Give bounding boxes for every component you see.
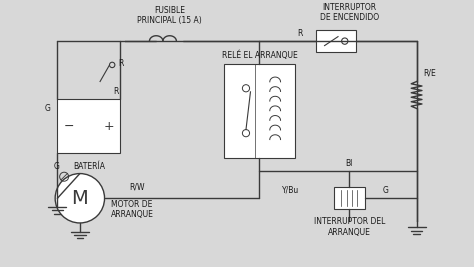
Text: INTERRUPTOR DEL
ARRANQUE: INTERRUPTOR DEL ARRANQUE	[314, 217, 385, 237]
Text: G: G	[54, 162, 60, 171]
Text: +: +	[104, 120, 114, 133]
Text: FUSIBLE
PRINCIPAL (15 A): FUSIBLE PRINCIPAL (15 A)	[137, 6, 202, 25]
Text: −: −	[64, 120, 74, 133]
Circle shape	[55, 174, 105, 223]
Text: R/E: R/E	[423, 68, 436, 77]
Bar	[224, 64, 295, 158]
Bar	[57, 100, 120, 153]
Text: M: M	[72, 189, 88, 208]
Text: Y/Bu: Y/Bu	[282, 186, 300, 195]
Bar	[334, 187, 365, 210]
Text: R: R	[113, 87, 118, 96]
Text: G: G	[45, 104, 51, 113]
Text: R: R	[118, 59, 123, 68]
Text: R: R	[297, 29, 302, 38]
Bar	[316, 30, 356, 52]
Text: MOTOR DE
ARRANQUE: MOTOR DE ARRANQUE	[111, 200, 154, 219]
Text: R/W: R/W	[129, 183, 145, 191]
Text: BATERÍA: BATERÍA	[73, 162, 105, 171]
Text: INTERRUPTOR
DE ENCENDIDO: INTERRUPTOR DE ENCENDIDO	[319, 3, 379, 22]
Text: RELÉ EL ARRANQUE: RELÉ EL ARRANQUE	[221, 50, 297, 60]
Text: Bl: Bl	[346, 159, 353, 168]
Text: G: G	[382, 186, 388, 195]
